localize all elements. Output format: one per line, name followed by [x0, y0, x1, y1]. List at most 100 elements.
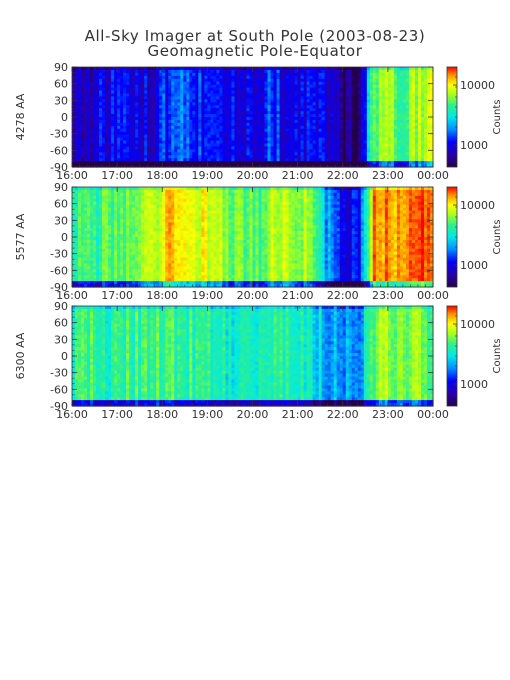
heatmap-cell [87, 128, 91, 133]
heatmap-cell [195, 81, 199, 86]
heatmap-cell [276, 99, 281, 103]
heatmap-cell [78, 81, 82, 86]
heatmap-cell [192, 81, 196, 86]
heatmap-cell [336, 81, 341, 86]
heatmap-cell [225, 96, 230, 100]
heatmap-cell [402, 140, 407, 145]
heatmap-cell [210, 96, 214, 100]
heatmap-cell [288, 114, 293, 118]
heatmap-cell [198, 152, 202, 156]
heatmap-cell [174, 111, 178, 115]
heatmap-cell [372, 149, 377, 153]
heatmap-cell [138, 78, 142, 83]
heatmap-cell [180, 161, 184, 165]
heatmap-cell [102, 128, 106, 133]
heatmap-cell [195, 152, 199, 156]
heatmap-cell [144, 161, 148, 165]
heatmap-cell [105, 75, 109, 80]
heatmap-cell [174, 67, 178, 71]
heatmap-cell [168, 125, 172, 130]
heatmap-cell [204, 117, 208, 121]
heatmap-cell [354, 67, 359, 71]
heatmap-cell [300, 131, 305, 136]
heatmap-cell [72, 158, 76, 162]
heatmap-cell [111, 149, 115, 153]
heatmap-cell [156, 84, 160, 89]
heatmap-cell [282, 122, 287, 127]
heatmap-cell [165, 119, 169, 124]
heatmap-cell [321, 149, 326, 153]
heatmap-cell [243, 111, 248, 115]
heatmap-cell [273, 114, 278, 118]
heatmap-cell [153, 99, 157, 103]
heatmap-cell [81, 117, 85, 121]
heatmap-cell [96, 155, 100, 159]
heatmap-cell [354, 93, 359, 98]
heatmap-cell [375, 137, 380, 142]
heatmap-cell [387, 143, 392, 148]
heatmap-cell [219, 96, 224, 100]
heatmap-cell [129, 146, 133, 150]
heatmap-cell [147, 134, 151, 139]
heatmap-cell [192, 117, 196, 121]
heatmap-cell [222, 117, 227, 121]
heatmap-cell [246, 149, 251, 153]
heatmap-cell [312, 146, 317, 150]
heatmap-cell [390, 137, 395, 142]
heatmap-cell [192, 90, 196, 95]
heatmap-cell [252, 119, 257, 124]
heatmap-cell [210, 164, 214, 168]
heatmap-cell [171, 161, 175, 165]
heatmap-cell [171, 155, 175, 159]
heatmap-cell [294, 108, 299, 112]
heatmap-cell [132, 125, 136, 130]
heatmap-cell [213, 131, 217, 136]
heatmap-cell [420, 75, 425, 80]
heatmap-cell [123, 69, 127, 74]
heatmap-cell [411, 131, 416, 136]
heatmap-cell [249, 108, 254, 112]
heatmap-cell [378, 146, 383, 150]
heatmap-cell [108, 146, 112, 150]
heatmap-cell [327, 137, 332, 142]
heatmap-cell [72, 146, 76, 150]
heatmap-cell [111, 161, 115, 165]
heatmap-cell [147, 131, 151, 136]
heatmap-cell [309, 134, 314, 139]
heatmap-cell [126, 152, 130, 156]
heatmap-cell [180, 78, 184, 83]
heatmap-cell [312, 90, 317, 95]
heatmap-cell [87, 78, 91, 83]
heatmap-cell [150, 67, 154, 71]
heatmap-cell [264, 128, 269, 133]
heatmap-cell [240, 137, 245, 142]
heatmap-cell [201, 122, 205, 127]
heatmap-cell [291, 152, 296, 156]
heatmap-cell [366, 78, 371, 83]
heatmap-cell [387, 81, 392, 86]
heatmap-cell [150, 122, 154, 127]
heatmap-cell [81, 75, 85, 80]
heatmap-cell [165, 146, 169, 150]
heatmap-cell [399, 117, 404, 121]
heatmap-cell [111, 105, 115, 109]
heatmap-cell [411, 122, 416, 127]
heatmap-cell [222, 114, 227, 118]
x-tick-label: 22:00 [327, 169, 359, 182]
heatmap-cell [198, 93, 202, 98]
heatmap-cell [129, 134, 133, 139]
heatmap-cell [270, 119, 275, 124]
heatmap-cell [189, 125, 193, 130]
heatmap-cell [96, 78, 100, 83]
y-axis-label: 4278 AA [14, 93, 27, 140]
heatmap-cell [279, 96, 284, 100]
heatmap-cell [126, 125, 130, 130]
heatmap-cell [393, 119, 398, 124]
heatmap-cell [264, 87, 269, 92]
heatmap-cell [138, 75, 142, 80]
heatmap-cell [207, 72, 211, 77]
heatmap-cell [411, 146, 416, 150]
heatmap-cell [237, 108, 242, 112]
heatmap-cell [201, 131, 205, 136]
heatmap-cell [306, 164, 311, 168]
